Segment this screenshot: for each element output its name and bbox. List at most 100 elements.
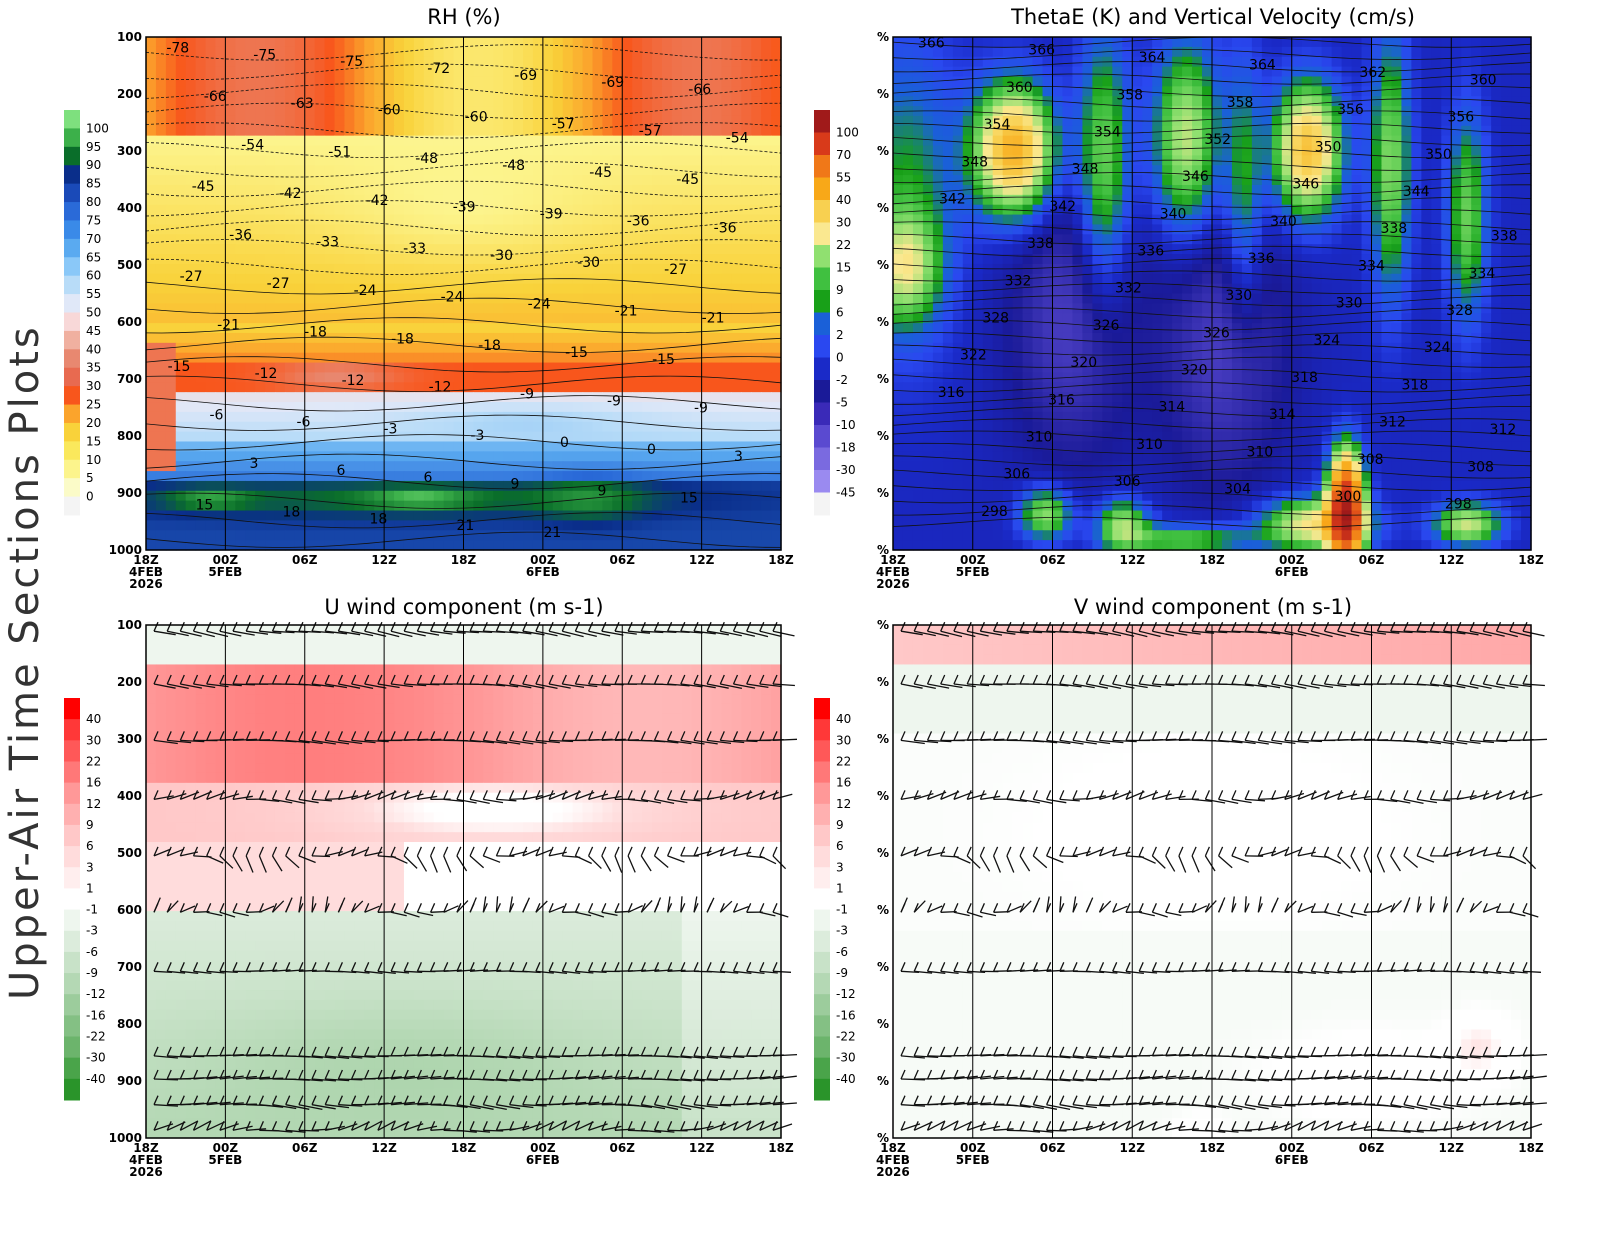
thetae-cell — [1092, 125, 1103, 137]
thetae-cell — [1451, 115, 1462, 127]
thetae-cell — [1042, 194, 1054, 206]
rh-cell — [274, 540, 286, 551]
rh-cell — [146, 283, 157, 295]
thetae-cell — [1271, 214, 1283, 226]
rh-cell — [443, 352, 455, 364]
rh-cell — [602, 510, 613, 522]
rh-cell — [146, 402, 157, 413]
thetae-cell — [1102, 46, 1113, 58]
rh-cell — [582, 490, 594, 502]
rh-cell — [681, 421, 693, 433]
rh-cell — [731, 66, 742, 78]
rh-cell — [602, 313, 613, 324]
rh-temperature-contour — [145, 180, 782, 197]
thetae-cell — [1461, 106, 1472, 117]
rh-cell — [146, 244, 157, 255]
rh-cell — [632, 106, 643, 117]
rh-cell — [532, 342, 544, 354]
rh-cell — [751, 204, 762, 216]
rh-cell — [592, 530, 603, 541]
rh-cell — [443, 175, 455, 186]
thetae-cell — [1431, 194, 1442, 206]
thetae-cell — [1511, 165, 1522, 176]
rh-cell — [413, 382, 425, 393]
thetae-cell — [1491, 184, 1502, 196]
rh-cell — [602, 352, 613, 364]
rh-cell — [354, 421, 365, 433]
rh-cell — [146, 520, 157, 531]
thetae-cell — [952, 244, 964, 255]
rh-cell — [165, 224, 177, 235]
rh-cell — [453, 204, 465, 216]
rh-cell — [374, 115, 385, 127]
rh-cell — [354, 540, 365, 551]
thetae-cell — [902, 224, 914, 235]
rh-cell — [334, 500, 346, 512]
rh-cell — [334, 106, 346, 117]
rh-cell — [552, 402, 564, 413]
rh-cell — [681, 125, 693, 137]
rh-cell — [751, 480, 762, 492]
thetae-cell — [1052, 56, 1064, 68]
rh-cell — [394, 441, 405, 452]
rh-cell — [503, 461, 514, 472]
rh-cell — [721, 471, 732, 482]
thetae-cell — [1261, 175, 1273, 186]
thetae-cell — [1142, 194, 1153, 206]
thetae-cell — [1321, 165, 1333, 176]
thetae-cell — [1221, 135, 1233, 147]
rh-cell — [344, 441, 355, 452]
thetae-cell — [1112, 184, 1123, 196]
rh-cell — [542, 332, 554, 344]
thetae-cell — [1062, 56, 1074, 68]
rh-temperature-label: -21 — [217, 317, 240, 333]
rh-cell — [463, 244, 475, 255]
thetae-cell — [1192, 175, 1203, 186]
rh-cell — [463, 293, 475, 304]
thetae-cell — [1072, 37, 1084, 48]
rh-cell — [344, 184, 355, 196]
rh-cell — [394, 263, 405, 275]
rh-cell — [572, 303, 584, 314]
rh-cell — [374, 342, 385, 354]
thetae-cell — [893, 204, 904, 216]
rh-cell — [493, 332, 504, 344]
thetae-cell — [1441, 145, 1452, 156]
rh-cell — [205, 530, 217, 541]
rh-cell — [374, 530, 385, 541]
rh-cell — [304, 471, 316, 482]
rh-cell — [552, 244, 564, 255]
rh-colorbar-label: 55 — [86, 287, 101, 301]
rh-cell — [711, 86, 723, 97]
rh-cell — [284, 451, 296, 462]
thetae-cell — [1132, 125, 1143, 137]
rh-cell — [652, 332, 663, 344]
rh-cell — [314, 263, 326, 275]
rh-cell — [334, 66, 346, 78]
rh-cell — [671, 313, 683, 324]
thetae-cell — [992, 175, 1004, 186]
rh-cell — [582, 382, 594, 393]
thetae-cell — [1152, 234, 1163, 245]
thetae-cell — [1331, 234, 1343, 245]
thetae-cell — [893, 224, 904, 235]
rh-cell — [691, 480, 703, 492]
rh-cell — [443, 323, 455, 334]
rh-cell — [652, 421, 663, 433]
rh-cell — [503, 86, 514, 97]
rh-cell — [225, 56, 236, 68]
rh-cell — [701, 530, 713, 541]
rh-cell — [552, 303, 564, 314]
rh-cell — [741, 431, 752, 443]
thetae-cell — [1202, 244, 1213, 255]
rh-cell — [572, 352, 584, 364]
thetae-cell — [952, 76, 964, 87]
rh-cell — [215, 96, 226, 107]
rh-cell — [691, 332, 703, 344]
thetae-cell — [1301, 46, 1313, 58]
rh-cell — [354, 332, 365, 344]
rh-cell — [562, 392, 574, 403]
thetae-cell — [1481, 135, 1492, 147]
thetae-cell — [1311, 234, 1323, 245]
rh-cell — [384, 303, 395, 314]
